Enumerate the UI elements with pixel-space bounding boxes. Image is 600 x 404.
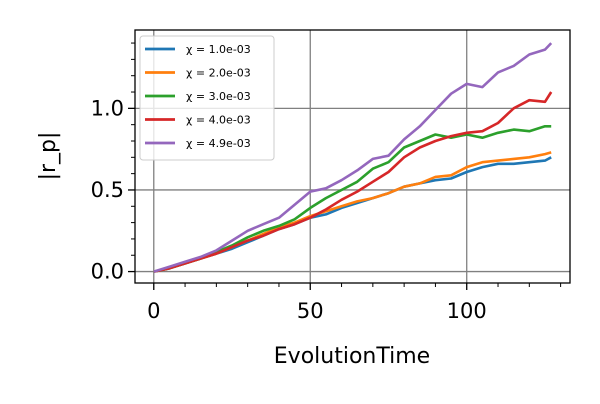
x-axis-label: EvolutionTime — [274, 344, 430, 369]
x-tick-label: 0 — [147, 299, 160, 323]
axis-ticks: 0 50 100 0.0 0.5 1.0 — [91, 42, 562, 323]
series-line-3 — [153, 125, 552, 273]
legend-label-1: χ = 1.0e-03 — [186, 43, 251, 56]
y-tick-label: 1.0 — [91, 96, 124, 120]
axes-frame — [134, 29, 571, 284]
legend-label-3: χ = 3.0e-03 — [186, 90, 251, 103]
series-line-4 — [153, 91, 553, 273]
y-axis-label: |r_p| — [36, 132, 61, 181]
legend-box — [139, 35, 275, 161]
series-lines — [153, 42, 553, 273]
legend-label-2: χ = 2.0e-03 — [186, 67, 251, 80]
series-line-5 — [153, 42, 553, 273]
legend-label-5: χ = 4.9e-03 — [186, 137, 251, 150]
legend: χ = 1.0e-03 χ = 2.0e-03 χ = 3.0e-03 χ = 4.0… — [139, 35, 275, 161]
x-tick-label: 50 — [297, 299, 324, 323]
y-tick-label: 0.5 — [91, 178, 124, 202]
legend-label-4: χ = 4.0e-03 — [186, 114, 251, 127]
x-tick-label: 100 — [447, 299, 487, 323]
y-tick-label: 0.0 — [91, 260, 124, 284]
